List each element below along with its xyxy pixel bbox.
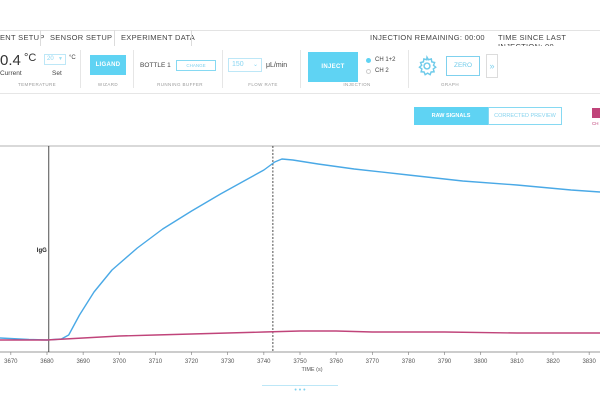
injection-marker-label: IgG [37, 248, 47, 254]
radio-ch2[interactable] [366, 69, 371, 74]
legend-ch2-label: CH [592, 121, 599, 126]
current-label: Current [0, 70, 22, 77]
x-tick-label: 3760 [329, 359, 343, 365]
injection-group-label: INJECTION [343, 82, 371, 87]
graph-group-label: GRAPH [440, 82, 459, 87]
group-divider [133, 50, 134, 88]
x-tick-label: 3700 [113, 359, 127, 365]
sensorgram-chart[interactable]: 3670 3680 3690 3700 3710 3720 3730 3740 3750 3760… [0, 140, 600, 380]
x-tick-label: 3780 [402, 359, 416, 365]
x-tick-label: 3730 [221, 359, 235, 365]
radio-ch1-2[interactable] [366, 58, 371, 63]
top-bar: ENT SETUP SENSOR SETUP EXPERIMENT DATA I… [0, 0, 600, 51]
tab-divider [40, 30, 41, 46]
tab-divider [114, 30, 115, 46]
tab-bar [0, 30, 600, 46]
x-tick-label: 3720 [185, 359, 199, 365]
wizard-group-label: WIZARD [97, 82, 119, 87]
chevron-down-icon: ⌄ [252, 62, 258, 68]
radio-ch2-label: CH 2 [375, 68, 389, 74]
corrected-preview-button[interactable]: CORRECTED PREVIEW [488, 107, 562, 125]
x-tick-label: 3680 [40, 359, 54, 365]
x-tick-label: 3810 [510, 359, 524, 365]
change-bottle-button[interactable]: CHANGE [176, 60, 216, 71]
injection-remaining-status: INJECTION REMAINING: 00:00 [370, 33, 485, 42]
set-temperature-value: 20 [47, 56, 54, 62]
gear-icon[interactable] [416, 55, 438, 77]
raw-signals-button[interactable]: RAW SIGNALS [414, 107, 488, 125]
flow-rate-group-label: FLOW RATE [248, 82, 278, 87]
zero-button[interactable]: ZERO [446, 56, 480, 76]
series-ch1-line [0, 158, 600, 341]
x-tick-label: 3670 [4, 359, 18, 365]
panel-resize-handle[interactable]: • • • [262, 385, 338, 395]
current-temperature-unit: °C [24, 52, 37, 64]
x-axis-label: TIME (s) [301, 367, 322, 373]
series-ch2-line [0, 330, 600, 341]
temperature-group-label: TEMPERATURE [17, 82, 57, 87]
legend-ch2-swatch[interactable] [592, 108, 600, 118]
x-tick-label: 3750 [293, 359, 307, 365]
flow-rate-select[interactable]: 150 ⌄ [228, 58, 262, 72]
tab-sensor-setup[interactable]: SENSOR SETUP [50, 33, 113, 42]
flow-rate-unit: μL/min [266, 62, 288, 69]
x-tick-label: 3820 [546, 359, 560, 365]
current-temperature-value: 0.4 [0, 52, 21, 69]
tab-experiment-setup[interactable]: ENT SETUP [0, 33, 45, 42]
radio-ch1-2-label: CH 1+2 [375, 57, 396, 63]
x-tick-label: 3830 [582, 359, 596, 365]
set-temperature-unit: °C [69, 55, 76, 61]
bottle-label: BOTTLE 1 [140, 62, 171, 69]
x-tick-label: 3710 [149, 359, 163, 365]
inject-button[interactable]: INJECT [308, 52, 358, 82]
set-label: Set [52, 70, 62, 77]
tab-experiment-data[interactable]: EXPERIMENT DATA [121, 33, 196, 42]
x-tick-label: 3690 [76, 359, 90, 365]
ligand-wizard-button[interactable]: LIGAND [90, 55, 126, 75]
group-divider [222, 50, 223, 88]
tab-divider [191, 30, 192, 46]
group-divider [408, 50, 409, 88]
group-divider [300, 50, 301, 88]
x-tick-label: 3770 [366, 359, 380, 365]
running-buffer-group-label: RUNNING BUFFER [157, 82, 203, 87]
flow-rate-value: 150 [232, 61, 244, 68]
x-tick-label: 3790 [438, 359, 452, 365]
double-chevron-right-icon[interactable]: » [486, 54, 498, 78]
chevron-down-icon: ▼ [58, 56, 63, 62]
set-temperature-select[interactable]: 20 ▼ [44, 54, 66, 65]
x-tick-label: 3740 [257, 359, 271, 365]
x-tick-label: 3800 [474, 359, 488, 365]
group-divider [80, 50, 81, 88]
